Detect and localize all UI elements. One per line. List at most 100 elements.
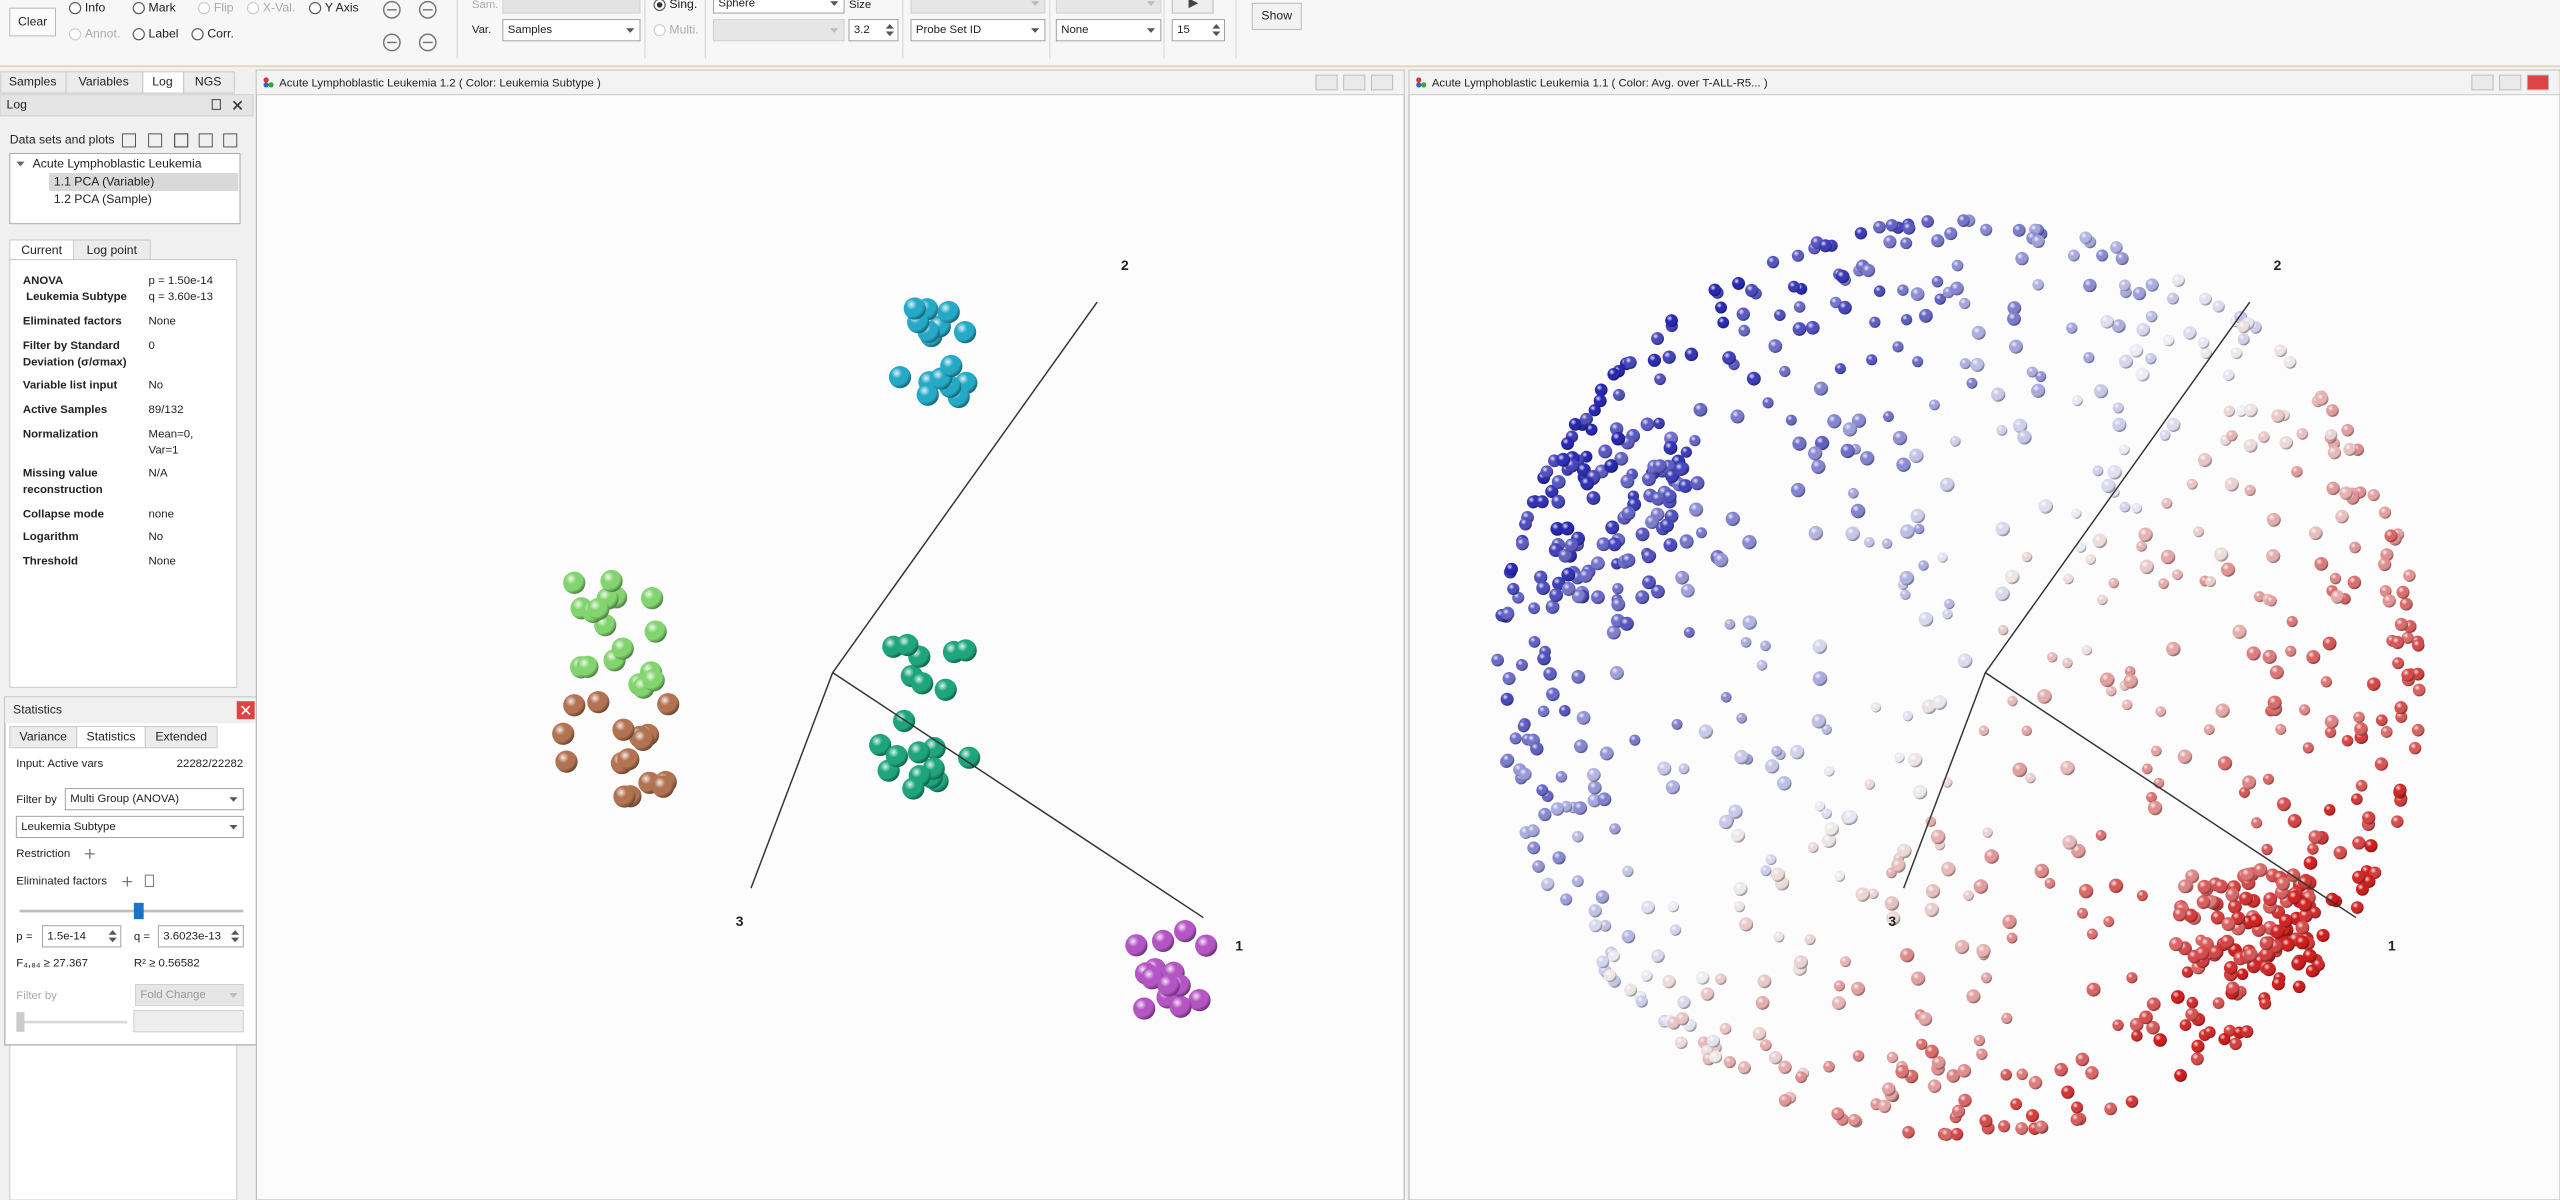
spinbox[interactable]: [848, 19, 899, 42]
sphere-shade: [1550, 802, 1565, 816]
tree-item[interactable]: 1.1 PCA (Variable): [54, 174, 154, 188]
sphere-shade: [1902, 221, 1916, 235]
sphere-shade: [1517, 720, 1530, 733]
tab-label[interactable]: Extended: [155, 729, 207, 743]
toolbar-icon[interactable]: [382, 0, 401, 19]
sphere-shade: [2112, 1019, 2124, 1031]
sphere-shade: [2391, 635, 2405, 650]
radio-button[interactable]: [132, 28, 145, 41]
dropdown[interactable]: [712, 0, 845, 14]
toolbar-icon[interactable]: [418, 0, 437, 19]
tab-label[interactable]: Samples: [9, 75, 57, 89]
toolbar-icon[interactable]: [418, 33, 437, 52]
sphere-shade: [1591, 590, 1605, 605]
sphere-shade: [563, 571, 586, 594]
sphere-shade: [2062, 835, 2077, 850]
window-button[interactable]: [1343, 74, 1366, 91]
sphere-shade: [1597, 792, 1612, 807]
sphere-shade: [1794, 955, 1809, 970]
tree-item[interactable]: 1.2 PCA (Sample): [54, 192, 152, 206]
sphere-shade: [1909, 448, 1924, 464]
pin-icon[interactable]: [211, 99, 221, 110]
window-button[interactable]: [1315, 74, 1338, 91]
sphere-shade: [1671, 718, 1683, 730]
toolbar-icon[interactable]: [382, 33, 401, 52]
radio-button[interactable]: [191, 28, 204, 41]
sphere-shade: [1645, 515, 1659, 530]
sphere-shade: [2155, 706, 2167, 717]
toolbar-icon[interactable]: [223, 133, 238, 148]
close-icon[interactable]: [241, 705, 251, 715]
sphere-shade: [1507, 582, 1520, 596]
tab-label[interactable]: Variables: [79, 75, 129, 89]
clear-button[interactable]: [9, 7, 56, 37]
spinbox[interactable]: [41, 925, 122, 948]
show-button[interactable]: [1251, 2, 1302, 30]
sphere-shade: [1897, 284, 1909, 296]
sphere-shade: [2295, 920, 2310, 935]
tab-label[interactable]: Current: [21, 243, 62, 257]
radio-button[interactable]: [132, 2, 145, 15]
dropdown[interactable]: [502, 19, 641, 42]
sphere-shade: [903, 297, 926, 320]
sphere-shade: [2243, 438, 2258, 453]
dropdown[interactable]: [15, 815, 244, 839]
tab-label[interactable]: Variance: [20, 729, 68, 743]
dropdown[interactable]: [1055, 19, 1162, 42]
sphere-shade: [892, 709, 916, 733]
window-button[interactable]: [2499, 74, 2522, 91]
sphere-shade: [1957, 1064, 1972, 1078]
spin-up: [1212, 24, 1221, 29]
toolbar-icon[interactable]: [174, 133, 189, 148]
sphere-shade: [2034, 1120, 2048, 1134]
add-icon[interactable]: [84, 848, 95, 859]
toolbar-icon[interactable]: [148, 133, 163, 148]
sphere-shade: [1859, 451, 1875, 466]
tab-label[interactable]: Log: [152, 75, 173, 89]
button-label[interactable]: Show: [1261, 9, 1292, 23]
add-icon[interactable]: [122, 876, 133, 887]
dropdown[interactable]: [64, 788, 244, 811]
sphere-shade: [2395, 710, 2408, 723]
spinbox[interactable]: [1171, 19, 1225, 42]
sphere-shade: [1151, 929, 1175, 952]
sphere-shade: [2070, 508, 2082, 519]
tab[interactable]: [144, 726, 218, 749]
toolbar-icon[interactable]: [198, 133, 213, 148]
slider-thumb[interactable]: [133, 902, 144, 920]
window-button[interactable]: [2471, 74, 2494, 91]
sphere-shade: [1777, 776, 1792, 791]
sphere-shade: [2341, 735, 2354, 747]
tree-item[interactable]: Acute Lymphoblastic Leukemia: [33, 156, 202, 170]
sphere-shade: [2354, 722, 2368, 736]
tab-label[interactable]: Statistics: [87, 729, 136, 743]
close-icon[interactable]: [232, 100, 243, 110]
sphere-shade: [657, 693, 680, 716]
sphere-shade: [1851, 413, 1867, 428]
sphere-shade: [1674, 1036, 1688, 1049]
tab[interactable]: [183, 71, 235, 94]
toolbar-icon[interactable]: [121, 133, 136, 148]
spinbox[interactable]: [157, 925, 244, 948]
tree-toggle[interactable]: [16, 161, 25, 167]
button-label[interactable]: Clear: [18, 14, 47, 28]
sphere-shade: [1870, 701, 1882, 713]
sphere-shade: [2394, 617, 2408, 631]
window-button[interactable]: [1370, 74, 1394, 91]
dropdown[interactable]: [910, 19, 1046, 42]
sphere-shade: [1918, 1012, 1933, 1026]
sphere-shade: [2225, 887, 2240, 902]
sphere-shade: [1873, 220, 1886, 234]
tab-label[interactable]: NGS: [195, 75, 222, 89]
sphere-shade: [2326, 404, 2339, 417]
tab-label[interactable]: Log point: [87, 243, 138, 257]
sphere-shade: [2212, 997, 2225, 1009]
sphere-shade: [2326, 481, 2340, 496]
sphere-shade: [1596, 955, 1610, 969]
delete-icon[interactable]: [144, 874, 154, 888]
radio-button[interactable]: [68, 2, 82, 15]
play-button[interactable]: [1171, 0, 1214, 14]
label: F₄,₈₄ ≥ 27.367: [16, 957, 88, 969]
window-button[interactable]: [2526, 74, 2550, 91]
radio-button[interactable]: [308, 2, 322, 15]
